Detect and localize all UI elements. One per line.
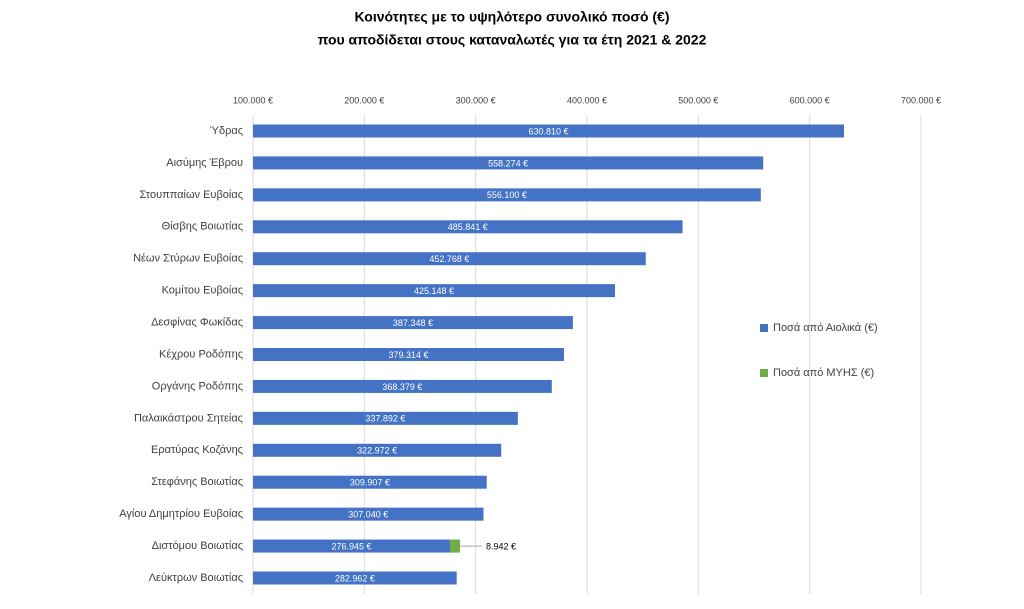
bar xyxy=(253,379,552,393)
y-tick-label: Λεύκτρων Βοιωτίας xyxy=(149,572,243,584)
y-tick-label: Θίσβης Βοιωτίας xyxy=(162,221,243,233)
data-label: 379.314 € xyxy=(388,350,428,360)
legend-swatch xyxy=(760,369,768,377)
data-label: 425.148 € xyxy=(414,286,454,296)
data-label: 307.040 € xyxy=(348,510,388,520)
bar xyxy=(253,571,457,585)
y-tick-label: Κέχρου Ροδόπης xyxy=(159,348,243,360)
y-tick-label: Παλαικάστρου Σητείας xyxy=(134,412,243,424)
legend-label: Ποσά από ΜΥΗΣ (€) xyxy=(773,367,874,379)
data-label: 387.348 € xyxy=(393,318,433,328)
legend-label: Ποσά από Αιολικά (€) xyxy=(773,322,878,334)
bar xyxy=(253,475,487,489)
x-tick-label: 400.000 € xyxy=(567,95,607,105)
data-label: 630.810 € xyxy=(528,126,568,136)
x-tick-label: 700.000 € xyxy=(901,95,941,105)
bar xyxy=(253,252,646,266)
data-label: 309.907 € xyxy=(350,478,390,488)
data-label: 558.274 € xyxy=(488,158,528,168)
data-label: 322.972 € xyxy=(357,446,397,456)
chart-title: Κοινότητες με το υψηλότερο συνολικό ποσό… xyxy=(355,9,670,25)
data-label: 337.892 € xyxy=(365,414,405,424)
y-tick-label: Στουππαίων Ευβοίας xyxy=(140,189,243,201)
bar xyxy=(253,539,450,553)
y-tick-label: Διστόμου Βοιωτίας xyxy=(152,540,243,552)
data-label: 8.942 € xyxy=(486,541,516,551)
y-tick-label: Ερατύρας Κοζάνης xyxy=(151,444,243,456)
legend-swatch xyxy=(760,324,768,332)
x-tick-label: 100.000 € xyxy=(233,95,273,105)
data-label: 452.768 € xyxy=(429,254,469,264)
y-tick-label: Αισύμης Έβρου xyxy=(166,157,243,169)
y-tick-label: Κομίτου Ευβοίας xyxy=(162,285,243,297)
chart-title: που αποδίδεται στους καταναλωτές για τα … xyxy=(318,32,707,48)
y-tick-label: Δεσφίνας Φωκίδας xyxy=(151,316,243,328)
bar xyxy=(253,188,761,202)
x-tick-label: 300.000 € xyxy=(456,95,496,105)
y-tick-label: Οργάνης Ροδόπης xyxy=(152,380,243,392)
bar xyxy=(253,316,573,330)
x-tick-label: 500.000 € xyxy=(678,95,718,105)
bar xyxy=(253,124,844,138)
y-tick-label: Στεφάνης Βοιωτίας xyxy=(151,476,243,488)
bar xyxy=(253,220,683,234)
data-label: 276.945 € xyxy=(331,541,371,551)
x-tick-label: 600.000 € xyxy=(790,95,830,105)
data-label: 556.100 € xyxy=(487,190,527,200)
y-tick-label: Νέων Στύρων Ευβοίας xyxy=(133,253,243,265)
bar xyxy=(253,284,615,298)
data-label: 485.841 € xyxy=(448,222,488,232)
y-tick-label: Ύδρας xyxy=(210,125,243,137)
bar xyxy=(253,507,484,521)
bar xyxy=(253,411,518,425)
data-label: 368.379 € xyxy=(382,382,422,392)
bar xyxy=(253,443,502,457)
bar xyxy=(449,539,460,553)
bar xyxy=(253,156,764,170)
data-label: 282.962 € xyxy=(335,573,375,583)
bar xyxy=(253,348,564,361)
x-tick-label: 200.000 € xyxy=(344,95,384,105)
y-tick-label: Αγίου Δημητρίου Ευβοίας xyxy=(119,508,243,520)
